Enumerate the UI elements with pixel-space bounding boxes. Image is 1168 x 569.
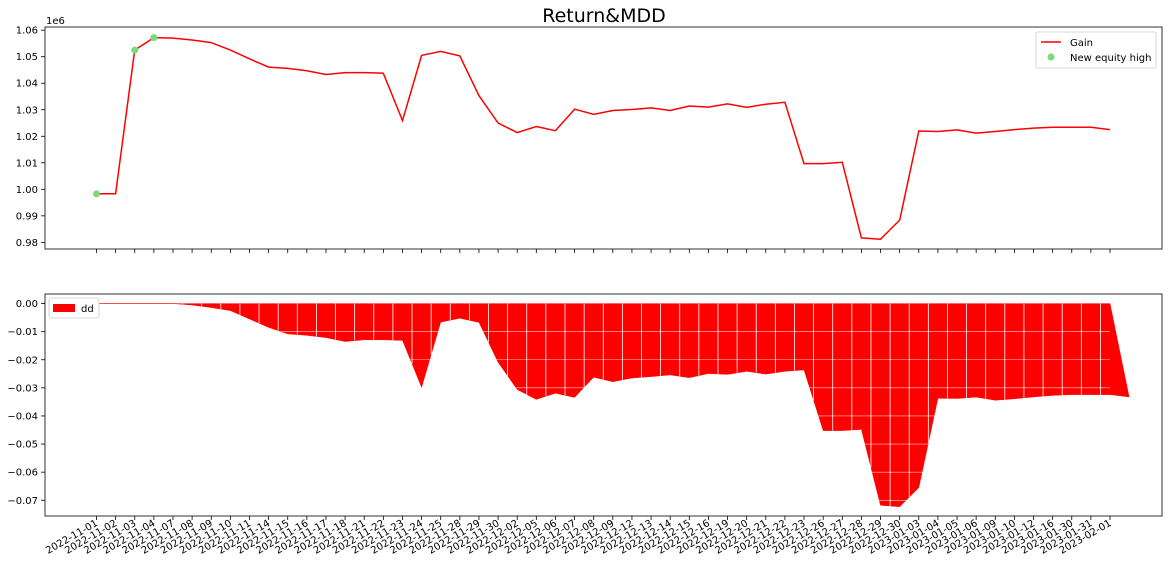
legend-dd-swatch bbox=[53, 304, 75, 312]
bottom-legend: dd bbox=[48, 297, 100, 319]
legend-new-high-label: New equity high bbox=[1070, 53, 1151, 64]
bottom-ytick-label: −0.06 bbox=[7, 468, 38, 479]
top-ytick-label: 0.99 bbox=[16, 211, 38, 222]
top-ytick-label: 0.98 bbox=[16, 238, 38, 249]
top-ytick-label: 1.05 bbox=[16, 52, 38, 63]
new-equity-high-point bbox=[93, 190, 100, 198]
gain-line bbox=[96, 36, 1111, 240]
bottom-panel: 0.00−0.01−0.02−0.03−0.04−0.05−0.06−0.07 … bbox=[7, 293, 1163, 557]
drawdown-bar-edges bbox=[96, 303, 1110, 507]
top-panel: 1e6 0.98 0.99 1.00 1.01 1.02 1.03 1.04 1.05 1.06… bbox=[16, 16, 1163, 253]
bottom-ytick-label: −0.05 bbox=[7, 440, 38, 451]
new-equity-high-point bbox=[131, 46, 139, 54]
bottom-ytick-label: −0.02 bbox=[7, 355, 38, 366]
top-ytick-label: 1.00 bbox=[16, 185, 38, 196]
legend-new-high-swatch bbox=[1047, 53, 1055, 61]
legend-dd-label: dd bbox=[81, 304, 94, 315]
bottom-ytick-label: −0.07 bbox=[7, 496, 38, 507]
top-legend-box bbox=[1035, 31, 1157, 69]
bottom-ytick-label: −0.01 bbox=[7, 327, 38, 338]
top-plot-area bbox=[44, 26, 1163, 250]
top-ytick-label: 1.01 bbox=[16, 158, 38, 169]
bottom-ytick-label: 0.00 bbox=[16, 299, 38, 310]
chart-title: Return&MDD bbox=[542, 5, 666, 27]
top-ytick-label: 1.02 bbox=[16, 132, 38, 143]
bottom-ytick-label: −0.04 bbox=[7, 411, 38, 422]
legend-gain-label: Gain bbox=[1070, 38, 1093, 49]
y-offset-label: 1e6 bbox=[46, 16, 65, 27]
top-ytick-label: 1.06 bbox=[16, 26, 38, 37]
bottom-ytick-label: −0.03 bbox=[7, 383, 38, 394]
top-ytick-label: 1.03 bbox=[16, 105, 38, 116]
new-equity-high-point bbox=[150, 34, 158, 42]
top-legend: Gain New equity high bbox=[1035, 31, 1157, 69]
top-ytick-label: 1.04 bbox=[16, 79, 38, 90]
